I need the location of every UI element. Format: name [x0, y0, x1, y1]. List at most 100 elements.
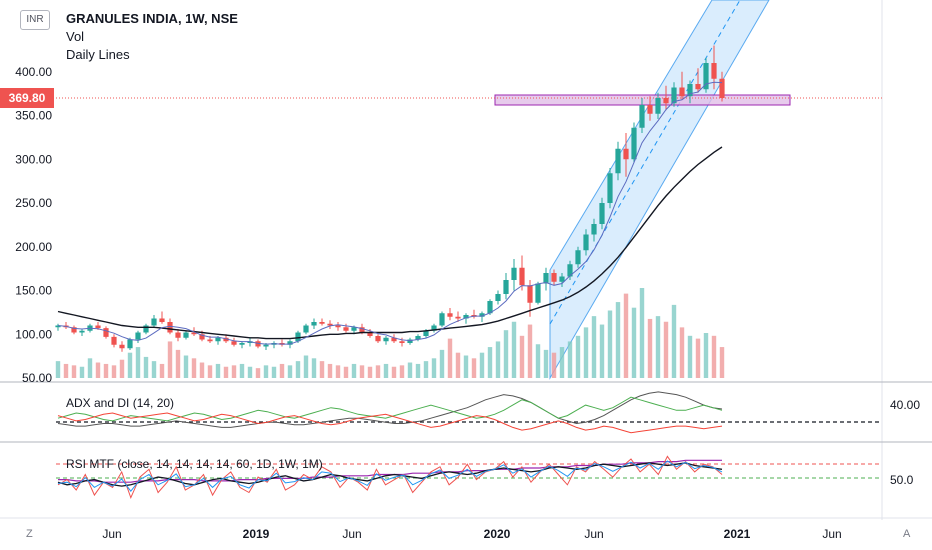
candle-body: [191, 332, 197, 335]
candle-body: [663, 98, 669, 104]
volume-bar: [311, 358, 317, 378]
volume-bar: [695, 338, 701, 378]
candle-body: [223, 337, 229, 342]
chart-title: GRANULES INDIA, 1W, NSE: [66, 11, 238, 26]
plus-di-line: [57, 396, 723, 422]
candle-body: [79, 330, 85, 333]
volume-bar: [687, 335, 693, 378]
candle-body: [479, 313, 485, 317]
candle-body: [679, 87, 685, 97]
candle-body: [343, 327, 349, 331]
price-tick-label: 50.00: [22, 371, 52, 385]
zoom-icon[interactable]: Z: [26, 528, 33, 540]
volume-bar: [503, 330, 509, 378]
candle-body: [119, 344, 125, 349]
candle-body: [575, 250, 581, 265]
volume-bar: [607, 310, 613, 378]
volume-bar: [399, 365, 405, 378]
candle-body: [439, 313, 445, 326]
main-legend: GRANULES INDIA, 1W, NSE Vol Daily Lines: [66, 10, 238, 64]
rsi-legend[interactable]: RSI MTF (close, 14, 14, 14, 14, 60, 1D, …: [66, 457, 323, 471]
legend-daily-lines[interactable]: Daily Lines: [66, 47, 130, 62]
candle-body: [391, 337, 397, 342]
candle-body: [503, 280, 509, 294]
volume-bar: [55, 361, 61, 378]
volume-bar: [711, 335, 717, 378]
volume-bar: [439, 349, 445, 378]
volume-bar: [215, 363, 221, 378]
legend-volume[interactable]: Vol: [66, 29, 85, 44]
volume-bar: [455, 352, 461, 378]
volume-bar: [527, 324, 533, 378]
candle-body: [463, 315, 469, 319]
candle-body: [615, 148, 621, 174]
auto-scale-icon[interactable]: A: [903, 528, 911, 540]
candlestick-series: [55, 45, 725, 352]
candle-body: [351, 327, 357, 331]
last-price-label: 369.80: [0, 88, 54, 108]
volume-bar: [295, 361, 301, 378]
candle-body: [311, 322, 317, 326]
currency-badge[interactable]: INR: [20, 10, 50, 30]
price-tick-label: 200.00: [15, 240, 52, 254]
candle-body: [567, 264, 573, 277]
candle-body: [335, 325, 341, 328]
candle-body: [511, 267, 517, 280]
candle-body: [535, 283, 541, 303]
candle-body: [303, 325, 309, 333]
candle-body: [487, 301, 493, 314]
volume-bar: [551, 352, 557, 378]
candle-body: [711, 63, 717, 79]
volume-bar: [391, 366, 397, 378]
volume-bar: [247, 366, 253, 378]
volume-bar: [223, 366, 229, 378]
volume-bar: [95, 362, 101, 378]
candle-body: [591, 224, 597, 235]
volume-bar: [463, 355, 469, 378]
candle-body: [719, 78, 725, 98]
candle-body: [495, 294, 501, 301]
volume-bar: [639, 288, 645, 378]
volume-bar: [199, 362, 205, 378]
candle-body: [231, 341, 237, 345]
candle-body: [671, 87, 677, 104]
adx-line: [57, 391, 723, 428]
adx-axis-label: 40.00: [890, 398, 921, 412]
candle-body: [527, 285, 533, 303]
candle-body: [151, 318, 157, 326]
candle-body: [127, 339, 133, 349]
price-tick-label: 350.00: [15, 109, 52, 123]
volume-bar: [623, 293, 629, 378]
volume-bar: [279, 363, 285, 378]
rsi-axis-label: 50.0: [890, 473, 914, 487]
volume-bar: [471, 358, 477, 378]
candle-body: [287, 341, 293, 345]
candle-body: [327, 323, 333, 326]
candle-body: [319, 322, 325, 324]
volume-bar: [103, 363, 109, 378]
volume-bar: [191, 358, 197, 378]
candle-body: [239, 343, 245, 345]
candle-body: [687, 84, 693, 97]
candle-body: [175, 332, 181, 338]
volume-bar: [367, 366, 373, 378]
volume-bar: [239, 363, 245, 378]
volume-bar: [671, 304, 677, 378]
candle-body: [703, 63, 709, 90]
volume-bar: [151, 361, 157, 378]
candle-body: [695, 84, 701, 90]
candle-body: [431, 325, 437, 331]
price-tick-label: 100.00: [15, 327, 52, 341]
volume-bar: [263, 365, 269, 378]
time-tick-label: Jun: [342, 527, 361, 541]
candle-body: [399, 341, 405, 343]
candle-body: [215, 337, 221, 342]
candle-body: [631, 127, 637, 160]
candle-body: [111, 336, 117, 345]
rsi-blue-line: [57, 460, 723, 493]
volume-bar: [543, 349, 549, 378]
time-tick-label: Jun: [822, 527, 841, 541]
adx-legend[interactable]: ADX and DI (14, 20): [66, 396, 175, 410]
candle-body: [183, 332, 189, 338]
